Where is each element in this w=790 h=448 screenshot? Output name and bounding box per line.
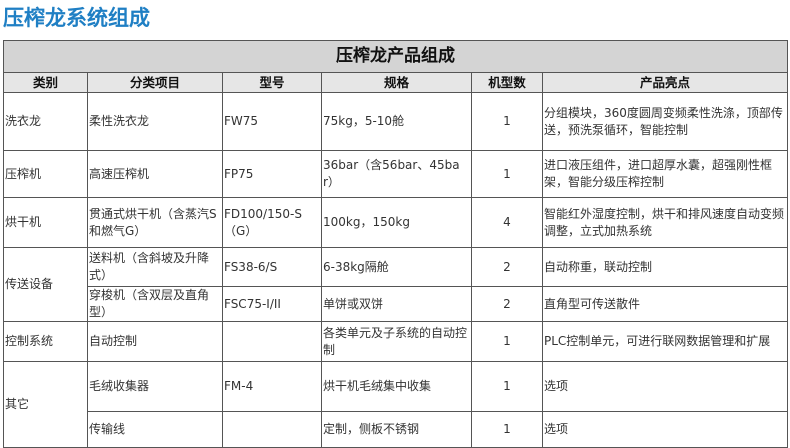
- cell-spec: 100kg，150kg: [321, 197, 472, 248]
- cell-count: 4: [471, 197, 543, 248]
- cell-model: FW75: [222, 92, 322, 151]
- table-caption: 压榨龙产品组成: [2, 40, 789, 73]
- cell-item: 毛绒收集器: [87, 361, 223, 412]
- table-row: 传送设备 送料机（含斜坡及升降式） FS38-6/S 6-38kg隔舱 2 自动…: [3, 247, 789, 322]
- cell-model: FS38-6/S: [222, 247, 322, 287]
- header-category: 类别: [3, 72, 88, 93]
- cell-highlight: 直角型可传送散件: [541, 286, 789, 322]
- cell-model: FSC75-I/II: [222, 286, 322, 322]
- table-row: 压榨机 高速压榨机 FP75 36bar（含56bar、45bar） 1 进口液…: [3, 150, 789, 198]
- header-highlight: 产品亮点: [541, 72, 789, 93]
- cell-item: 传输线: [87, 411, 223, 448]
- header-count: 机型数: [471, 72, 543, 93]
- cell-count: 1: [471, 411, 543, 448]
- cell-spec: 定制，侧板不锈钢: [321, 411, 472, 448]
- product-composition-table: 压榨龙产品组成 类别 分类项目 型号 规格 机型数 产品亮点 洗衣龙 柔性洗衣龙…: [2, 40, 789, 448]
- cell-highlight: 分组模块，360度圆周变频柔性洗涤，顶部传送，预洗泵循环，智能控制: [541, 92, 789, 151]
- cell-category: 传送设备: [3, 247, 88, 322]
- cell-spec: 75kg，5-10舱: [321, 92, 472, 151]
- cell-item: 高速压榨机: [87, 150, 223, 198]
- cell-item: 自动控制: [87, 321, 223, 362]
- table-row: 其它 毛绒收集器 FM-4 烘干机毛绒集中收集 1 选项: [3, 361, 789, 448]
- table-row: 控制系统 自动控制 各类单元及子系统的自动控制 1 PLC控制单元，可进行联网数…: [3, 321, 789, 362]
- cell-spec: 各类单元及子系统的自动控制: [321, 321, 472, 362]
- cell-category: 其它: [3, 361, 88, 448]
- cell-count: 1: [471, 150, 543, 198]
- cell-model: FP75: [222, 150, 322, 198]
- cell-spec: 36bar（含56bar、45bar）: [321, 150, 472, 198]
- cell-category: 压榨机: [3, 150, 88, 198]
- header-model: 型号: [222, 72, 322, 93]
- cell-highlight: PLC控制单元，可进行联网数据管理和扩展: [541, 321, 789, 362]
- table-row: 穿梭机（含双层及直角型） FSC75-I/II 单饼或双饼 2 直角型可传送散件: [4, 286, 789, 322]
- table-row: 传输线 定制，侧板不锈钢 1 选项: [4, 411, 789, 448]
- cell-count: 1: [471, 321, 543, 362]
- page-title: 压榨龙系统组成: [3, 6, 150, 30]
- cell-category: 控制系统: [3, 321, 88, 362]
- cell-model: FM-4: [222, 361, 322, 412]
- cell-category: 洗衣龙: [3, 92, 88, 151]
- cell-item: 贯通式烘干机（含蒸汽S和燃气G）: [87, 197, 223, 248]
- cell-count: 2: [471, 286, 543, 322]
- cell-highlight: 进口液压组件，进口超厚水囊，超强刚性框架，智能分级压榨控制: [541, 150, 789, 198]
- cell-category: 烘干机: [3, 197, 88, 248]
- table-row: 洗衣龙 柔性洗衣龙 FW75 75kg，5-10舱 1 分组模块，360度圆周变…: [3, 92, 789, 151]
- cell-spec: 6-38kg隔舱: [321, 247, 472, 287]
- cell-item: 穿梭机（含双层及直角型）: [87, 286, 223, 322]
- cell-spec: 烘干机毛绒集中收集: [321, 361, 472, 412]
- header-spec: 规格: [321, 72, 472, 93]
- cell-count: 1: [471, 361, 543, 412]
- cell-count: 2: [471, 247, 543, 287]
- header-item: 分类项目: [87, 72, 223, 93]
- cell-spec: 单饼或双饼: [321, 286, 472, 322]
- cell-highlight: 选项: [541, 361, 789, 412]
- cell-highlight: 自动称重，联动控制: [541, 247, 789, 287]
- cell-count: 1: [471, 92, 543, 151]
- cell-item: 送料机（含斜坡及升降式）: [87, 247, 223, 287]
- table-row: 烘干机 贯通式烘干机（含蒸汽S和燃气G） FD100/150-S（G） 100k…: [3, 197, 789, 248]
- cell-model: [222, 321, 322, 362]
- cell-model: FD100/150-S（G）: [222, 197, 322, 248]
- cell-model: [222, 411, 322, 448]
- cell-highlight: 选项: [541, 411, 789, 448]
- cell-item: 柔性洗衣龙: [87, 92, 223, 151]
- cell-highlight: 智能红外湿度控制，烘干和排风速度自动变频调整，立式加热系统: [541, 197, 789, 248]
